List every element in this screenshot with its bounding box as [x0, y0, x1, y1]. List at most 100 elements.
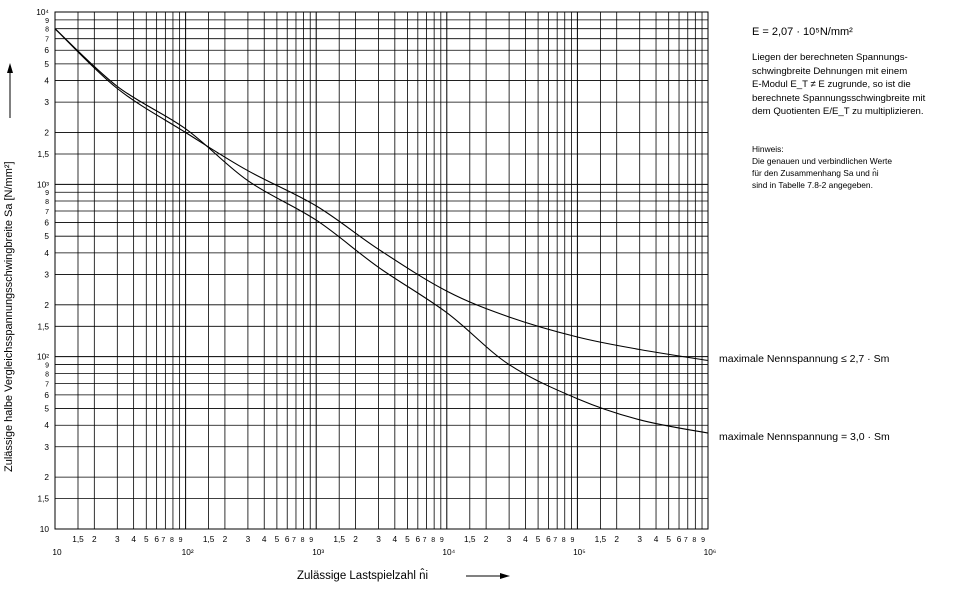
x-tick-label: 8	[431, 537, 435, 544]
x-tick-label: 3	[376, 534, 381, 544]
x-tick-label: 2	[92, 534, 97, 544]
x-tick-label: 9	[440, 537, 444, 544]
x-tick-label: 8	[692, 537, 696, 544]
note-line: schwingbreite Dehnungen mit einem	[752, 65, 908, 77]
y-tick-label: 4	[44, 76, 49, 86]
y-tick-label: 6	[44, 390, 49, 400]
x-tick-label: 8	[170, 537, 174, 544]
x-tick-label: 5	[144, 534, 149, 544]
note-line: berechnete Spannungsschwingbreite mit	[752, 92, 926, 104]
y-tick-label: 6	[44, 218, 49, 228]
x-tick-label: 2	[614, 534, 619, 544]
series-line-3-0-sm	[54, 28, 709, 434]
x-tick-label: 4	[654, 534, 659, 544]
x-tick-label: 7	[292, 537, 296, 544]
note-line: Liegen der berechneten Spannungs-	[752, 52, 908, 63]
x-tick-label: 9	[179, 537, 183, 544]
x-tick-label: 1,5	[72, 534, 84, 544]
y-tick-label: 10³	[37, 179, 49, 189]
x-tick-label: 5	[275, 534, 280, 544]
x-tick-label: 9	[701, 537, 705, 544]
note-line: dem Quotienten E/E_T zu multiplizieren.	[752, 106, 924, 117]
x-tick-label: 4	[393, 534, 398, 544]
x-tick-label: 1,5	[333, 534, 345, 544]
y-tick-label: 7	[45, 209, 49, 216]
y-tick-label: 2	[44, 472, 49, 482]
hint-line: Die genauen und verbindlichen Werte	[752, 156, 892, 166]
y-tick-label: 2	[44, 127, 49, 137]
x-tick-label: 3	[246, 534, 251, 544]
series-labels: maximale Nennspannung ≤ 2,7 · Sm maximale…	[719, 353, 890, 443]
x-tick-label: 10⁴	[442, 547, 455, 557]
x-tick-label: 5	[405, 534, 410, 544]
x-tick-label: 2	[353, 534, 358, 544]
y-tick-label: 9	[45, 190, 49, 197]
series-label: maximale Nennspannung ≤ 2,7 · Sm	[719, 353, 890, 365]
y-tick-label: 10²	[37, 352, 49, 362]
x-tick-label: 6	[285, 534, 290, 544]
x-tick-label: 7	[161, 537, 165, 544]
x-tick-label: 6	[416, 534, 421, 544]
y-tick-label: 3	[44, 97, 49, 107]
x-tick-label: 3	[115, 534, 120, 544]
x-tick-label: 8	[301, 537, 305, 544]
note-line: E-Modul E_T ≠ E zugrunde, so ist die	[752, 79, 911, 90]
plot-frame	[54, 11, 709, 530]
y-tick-labels: 101,52345678910²1,52345678910³1,52345678…	[36, 7, 49, 534]
y-tick-label: 10⁴	[36, 7, 49, 17]
y-tick-label: 2	[44, 300, 49, 310]
y-tick-label: 5	[44, 404, 49, 414]
y-tick-label: 3	[44, 269, 49, 279]
x-tick-label: 8	[562, 537, 566, 544]
y-tick-label: 8	[45, 371, 49, 378]
y-tick-label: 7	[45, 37, 49, 44]
x-tick-label: 6	[154, 534, 159, 544]
x-tick-label: 5	[666, 534, 671, 544]
hint-title: Hinweis:	[752, 144, 784, 154]
x-tick-label: 7	[423, 537, 427, 544]
y-tick-label: 8	[45, 27, 49, 34]
x-tick-label: 4	[262, 534, 267, 544]
y-tick-label: 5	[44, 231, 49, 241]
chart-grid	[55, 12, 708, 529]
chart-curves	[54, 28, 709, 434]
hint-line: sind in Tabelle 7.8-2 angegeben.	[752, 180, 873, 190]
x-tick-label: 4	[131, 534, 136, 544]
y-tick-label: 1,5	[37, 321, 49, 331]
x-tick-label: 10⁵	[573, 547, 586, 557]
y-tick-label: 3	[44, 442, 49, 452]
y-tick-label: 5	[44, 59, 49, 69]
modulus-correction-note: Liegen der berechneten Spannungs- schwin…	[752, 51, 952, 119]
e-modulus-note: E = 2,07 · 10⁵N/mm²	[752, 26, 853, 38]
x-tick-label: 1,5	[595, 534, 607, 544]
x-tick-label: 7	[684, 537, 688, 544]
x-tick-label: 6	[546, 534, 551, 544]
x-tick-label: 10⁶	[704, 547, 717, 557]
x-tick-label: 2	[484, 534, 489, 544]
x-tick-label: 2	[223, 534, 228, 544]
x-tick-label: 10³	[312, 547, 324, 557]
hint-note: Hinweis: Die genauen und verbindlichen W…	[752, 143, 952, 191]
y-tick-label: 4	[44, 420, 49, 430]
x-tick-label: 3	[507, 534, 512, 544]
x-tick-label: 10	[52, 547, 62, 557]
y-tick-label: 9	[45, 363, 49, 370]
x-tick-label: 9	[309, 537, 313, 544]
x-tick-label: 1,5	[203, 534, 215, 544]
x-tick-label: 3	[637, 534, 642, 544]
y-tick-label: 4	[44, 248, 49, 258]
x-tick-label: 9	[570, 537, 574, 544]
hint-line: für den Zusammenhang Sa und n̂i	[752, 168, 879, 178]
y-tick-label: 9	[45, 18, 49, 25]
series-line-2-7-sm	[54, 28, 709, 362]
y-tick-label: 1,5	[37, 494, 49, 504]
x-tick-label: 6	[677, 534, 682, 544]
x-tick-label: 4	[523, 534, 528, 544]
x-axis-label: Zulässige Lastspielzahl n̂i	[297, 568, 428, 582]
y-axis-label: Zulässige halbe Vergleichsspannungsschwi…	[3, 161, 15, 472]
y-tick-label: 8	[45, 199, 49, 206]
x-tick-label: 1,5	[464, 534, 476, 544]
y-tick-label: 10	[40, 524, 50, 534]
